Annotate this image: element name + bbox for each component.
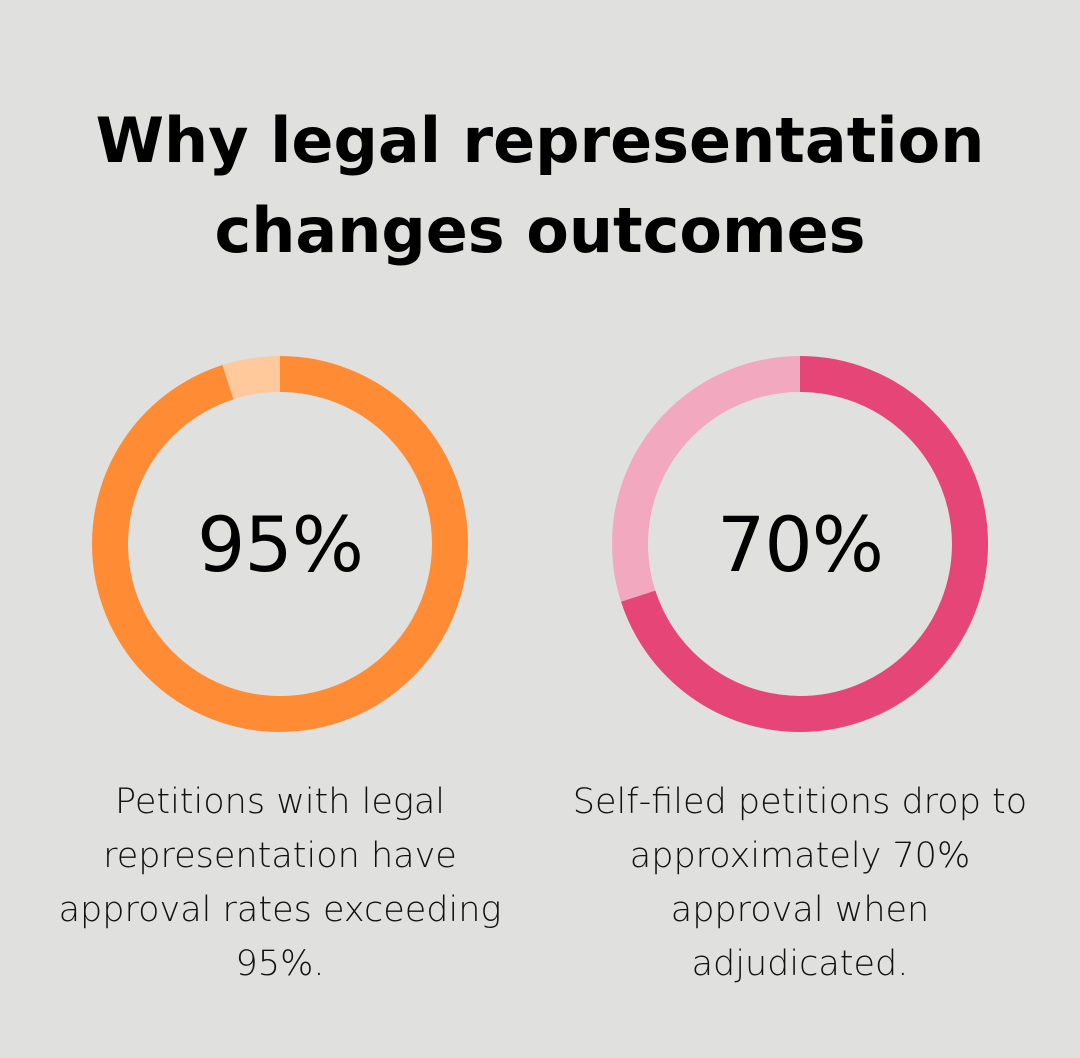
caption-line: representation have bbox=[103, 836, 457, 876]
percent-value: 95% bbox=[197, 499, 364, 589]
donut-chart-represented bbox=[92, 356, 468, 732]
title-line-2: changes outcomes bbox=[214, 194, 866, 267]
donut-svg-represented bbox=[92, 356, 468, 732]
percent-value: 70% bbox=[717, 499, 884, 589]
caption-line: adjudicated. bbox=[691, 944, 909, 984]
donut-svg-self-filed bbox=[612, 356, 988, 732]
donut-value-arc bbox=[612, 356, 988, 732]
caption-line: Petitions with legal bbox=[114, 782, 446, 822]
stat-caption: Petitions with legal representation have… bbox=[30, 775, 530, 991]
caption-line: 95%. bbox=[235, 944, 325, 984]
caption-line: approval rates exceeding bbox=[58, 890, 502, 930]
caption-line: Self-filed petitions drop to bbox=[572, 782, 1028, 822]
stat-panel-represented: 95% Petitions with legal representation … bbox=[30, 353, 530, 1003]
caption-line: approximately 70% bbox=[629, 836, 971, 876]
page-title: Why legal representation changes outcome… bbox=[40, 96, 1040, 276]
title-line-1: Why legal representation bbox=[95, 104, 985, 177]
donut-value-arc bbox=[92, 356, 468, 732]
stat-panel-self-filed: 70% Self-filed petitions drop to approxi… bbox=[550, 353, 1050, 1003]
caption-line: approval when bbox=[670, 890, 930, 930]
stat-caption: Self-filed petitions drop to approximate… bbox=[550, 775, 1050, 991]
donut-chart-self-filed bbox=[612, 356, 988, 732]
